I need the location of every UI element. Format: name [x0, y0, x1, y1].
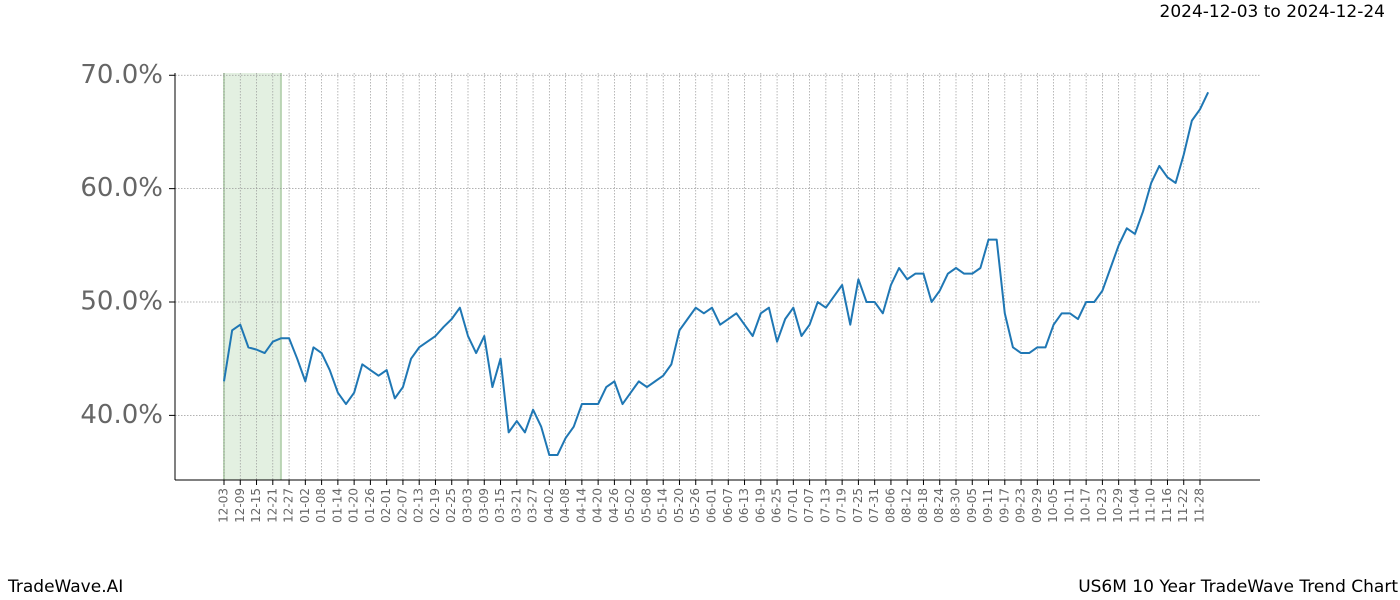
x-tick-label: 09-29	[1030, 488, 1044, 523]
x-tick-label: 07-31	[867, 488, 881, 523]
x-tick-label: 01-20	[347, 488, 361, 523]
brand: TradeWave.AI	[7, 577, 123, 597]
y-tick-label: 60.0%	[80, 173, 163, 203]
x-tick-label: 03-21	[509, 488, 523, 523]
y-tick-label: 40.0%	[80, 400, 163, 430]
x-tick-label: 12-27	[282, 488, 296, 523]
x-tick-label: 09-23	[1014, 488, 1028, 523]
x-tick-label: 04-14	[574, 488, 588, 523]
x-tick-label: 11-16	[1160, 488, 1174, 523]
x-tick-label: 08-18	[916, 488, 930, 523]
x-tick-label: 08-24	[932, 488, 946, 523]
x-tick-label: 08-12	[900, 488, 914, 523]
x-tick-label: 04-26	[607, 488, 621, 523]
x-tick-label: 05-20	[672, 488, 686, 523]
x-tick-label: 11-04	[1127, 488, 1141, 523]
x-tick-label: 07-07	[802, 488, 816, 523]
x-tick-label: 02-01	[379, 488, 393, 523]
y-tick-label: 70.0%	[80, 60, 163, 90]
x-tick-label: 09-05	[965, 488, 979, 523]
highlight-band	[224, 73, 281, 480]
range-title: 2024-12-03 to 2024-12-24	[1160, 2, 1385, 22]
x-tick-label: 02-13	[412, 488, 426, 523]
x-tick-label: 01-08	[314, 488, 328, 523]
x-tick-label: 06-13	[737, 488, 751, 523]
x-tick-label: 07-19	[835, 488, 849, 523]
x-tick-label: 10-29	[1111, 488, 1125, 523]
x-tick-label: 06-25	[770, 488, 784, 523]
x-tick-label: 02-19	[428, 488, 442, 523]
x-tick-label: 07-13	[818, 488, 832, 523]
x-tick-label: 10-05	[1046, 488, 1060, 523]
x-tick-label: 06-19	[753, 488, 767, 523]
x-tick-label: 07-25	[851, 488, 865, 523]
x-tick-label: 05-02	[623, 488, 637, 523]
x-tick-label: 12-03	[217, 488, 231, 523]
x-tick-label: 02-25	[444, 488, 458, 523]
x-tick-label: 06-01	[705, 488, 719, 523]
x-tick-label: 11-10	[1144, 488, 1158, 523]
x-tick-label: 01-14	[330, 488, 344, 523]
x-tick-label: 03-03	[461, 488, 475, 523]
x-tick-label: 03-15	[493, 488, 507, 523]
x-tick-label: 12-09	[233, 488, 247, 523]
x-tick-label: 01-02	[298, 488, 312, 523]
y-tick-label: 50.0%	[80, 287, 163, 317]
data-line	[223, 91, 1210, 457]
x-tick-label: 12-15	[249, 488, 263, 523]
x-tick-label: 10-17	[1079, 488, 1093, 523]
x-tick-label: 04-02	[542, 488, 556, 523]
x-tick-label: 08-30	[949, 488, 963, 523]
x-tick-label: 05-26	[688, 488, 702, 523]
x-tick-label: 04-20	[591, 488, 605, 523]
x-tick-label: 05-14	[656, 488, 670, 523]
x-tick-label: 04-08	[558, 488, 572, 523]
x-tick-label: 01-26	[363, 488, 377, 523]
x-tick-label: 02-07	[395, 488, 409, 523]
chart-title: US6M 10 Year TradeWave Trend Chart	[1078, 577, 1398, 597]
x-tick-label: 08-06	[883, 488, 897, 523]
x-tick-label: 09-17	[997, 488, 1011, 523]
x-tick-label: 10-23	[1095, 488, 1109, 523]
x-tick-label: 11-28	[1193, 488, 1207, 523]
x-tick-label: 07-01	[786, 488, 800, 523]
x-tick-label: 09-11	[981, 488, 995, 523]
x-tick-label: 10-11	[1062, 488, 1076, 523]
x-tick-label: 06-07	[721, 488, 735, 523]
x-tick-label: 11-22	[1176, 488, 1190, 523]
x-tick-label: 12-21	[265, 488, 279, 523]
x-tick-label: 03-09	[477, 488, 491, 523]
x-tick-label: 03-27	[526, 488, 540, 523]
x-tick-label: 05-08	[639, 488, 653, 523]
